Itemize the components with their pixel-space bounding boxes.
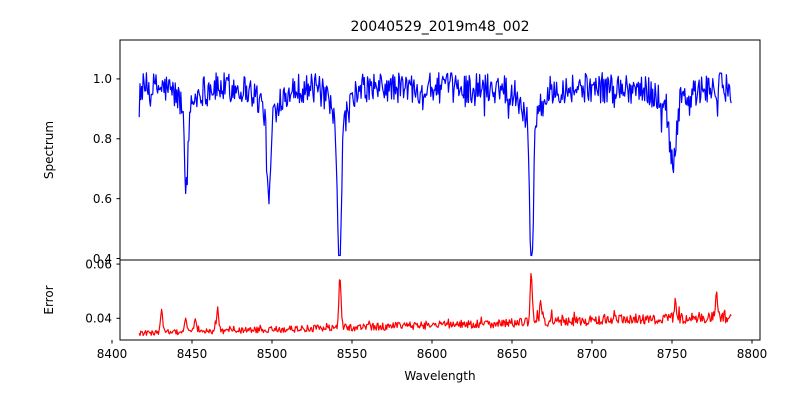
error-x-ticks: 8400 8450 8500 8550 8600 8650 8700 8750 8800 [97,340,768,361]
x-axis-label: Wavelength [404,369,475,383]
error-axes-frame [119,259,761,341]
error-series-line [138,272,732,337]
x-tick-label: 8800 [737,347,768,361]
x-tick-label: 8450 [177,347,208,361]
x-tick-label: 8650 [497,347,528,361]
x-tick-label: 8550 [337,347,368,361]
error-y-axis-label: Error [42,285,56,314]
x-tick-label: 8700 [577,347,608,361]
chart-title: 20040529_2019m48_002 [350,19,529,35]
error-panel: 0.04 0.06 8400 8450 8500 8550 8600 8650 8700 875… [42,257,767,383]
spectrum-y-axis-label: Spectrum [42,121,56,179]
x-tick-label: 8400 [97,347,128,361]
spectrum-series-line [138,72,732,257]
spectrum-y-ticks: 0.4 0.6 0.8 1.0 [93,72,120,266]
spectrum-panel: 20040529_2019m48_002 0.4 0.6 0.8 1.0 Spectr… [42,19,761,266]
spectrum-y-tick-label: 0.8 [93,132,112,146]
spectrum-y-tick-label: 1.0 [93,72,112,86]
x-tick-label: 8500 [257,347,288,361]
error-y-tick-label: 0.04 [85,312,112,326]
x-tick-label: 8600 [417,347,448,361]
error-y-ticks: 0.04 0.06 [85,257,120,326]
x-tick-label: 8750 [657,347,688,361]
error-y-tick-label: 0.06 [85,257,112,271]
spectrum-y-tick-label: 0.4 [93,252,112,266]
spectrum-y-tick-label: 0.6 [93,192,112,206]
